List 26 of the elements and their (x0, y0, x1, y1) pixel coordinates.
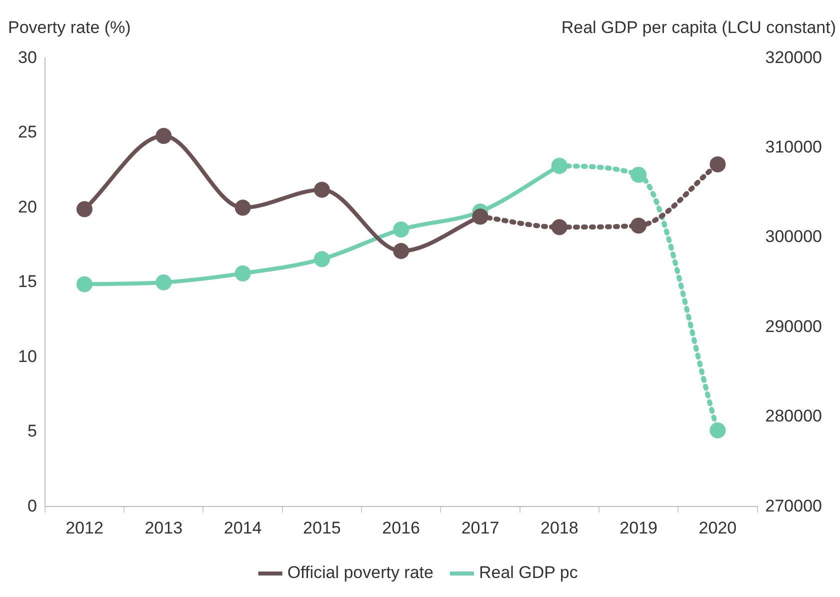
x-tick-label: 2015 (303, 518, 341, 538)
x-tick-label: 2020 (698, 518, 737, 538)
x-tick-label: 2014 (224, 518, 262, 538)
y-tick-label: 5 (27, 422, 37, 441)
y2-tick-label: 300000 (765, 227, 822, 246)
legend-label: Official poverty rate (287, 563, 434, 582)
y-tick-label: 25 (18, 122, 37, 142)
x-tick-label: 2013 (144, 518, 183, 538)
x-tick-label: 2016 (382, 518, 420, 538)
y2-tick-label: 290000 (765, 316, 822, 336)
y-tick-label: 30 (18, 48, 37, 67)
y-tick-label: 20 (18, 197, 37, 216)
y2-tick-label: 310000 (765, 138, 822, 157)
y2-tick-label: 270000 (765, 496, 822, 516)
x-tick-label: 2019 (620, 518, 658, 538)
legend-label: Real GDP pc (478, 563, 578, 582)
y2-tick-label: 320000 (765, 48, 822, 67)
x-tick-label: 2018 (540, 518, 578, 538)
y2-axis-title: Real GDP per capita (LCU constant) (561, 18, 836, 38)
y-tick-label: 10 (18, 346, 37, 366)
y-axis-title: Poverty rate (%) (8, 18, 131, 38)
x-tick-label: 2012 (66, 518, 104, 538)
y2-tick-label: 280000 (765, 406, 822, 426)
y-tick-label: 0 (27, 496, 37, 516)
y-tick-label: 15 (18, 272, 37, 292)
x-tick-label: 2017 (461, 518, 500, 538)
